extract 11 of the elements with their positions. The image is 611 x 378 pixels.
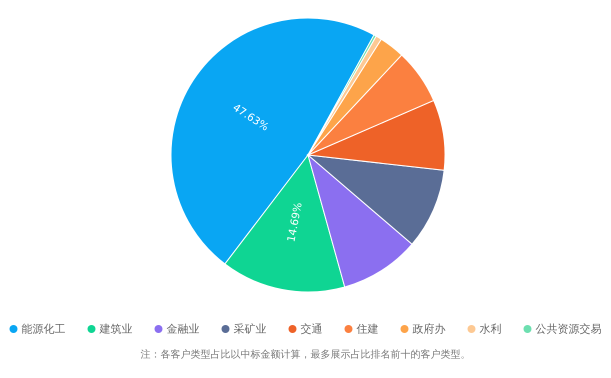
legend-label: 金融业 xyxy=(166,322,200,336)
legend-label: 政府办 xyxy=(412,322,446,336)
legend-label: 采矿业 xyxy=(234,322,266,336)
text: 注：各客户类型占比以中标金额计算，最多展示占比排名前十的客户类型。 xyxy=(140,348,470,360)
data-label: 14.69% xyxy=(285,201,305,244)
legend-label: 建筑业 xyxy=(98,322,132,336)
legend-label: 公共资源交易 xyxy=(536,322,602,336)
legend-label: 水利 xyxy=(480,322,502,336)
legend-label: 能源化工 xyxy=(22,322,66,336)
legend-label: 住建 xyxy=(356,322,378,336)
legend-label: 交通 xyxy=(300,322,322,336)
